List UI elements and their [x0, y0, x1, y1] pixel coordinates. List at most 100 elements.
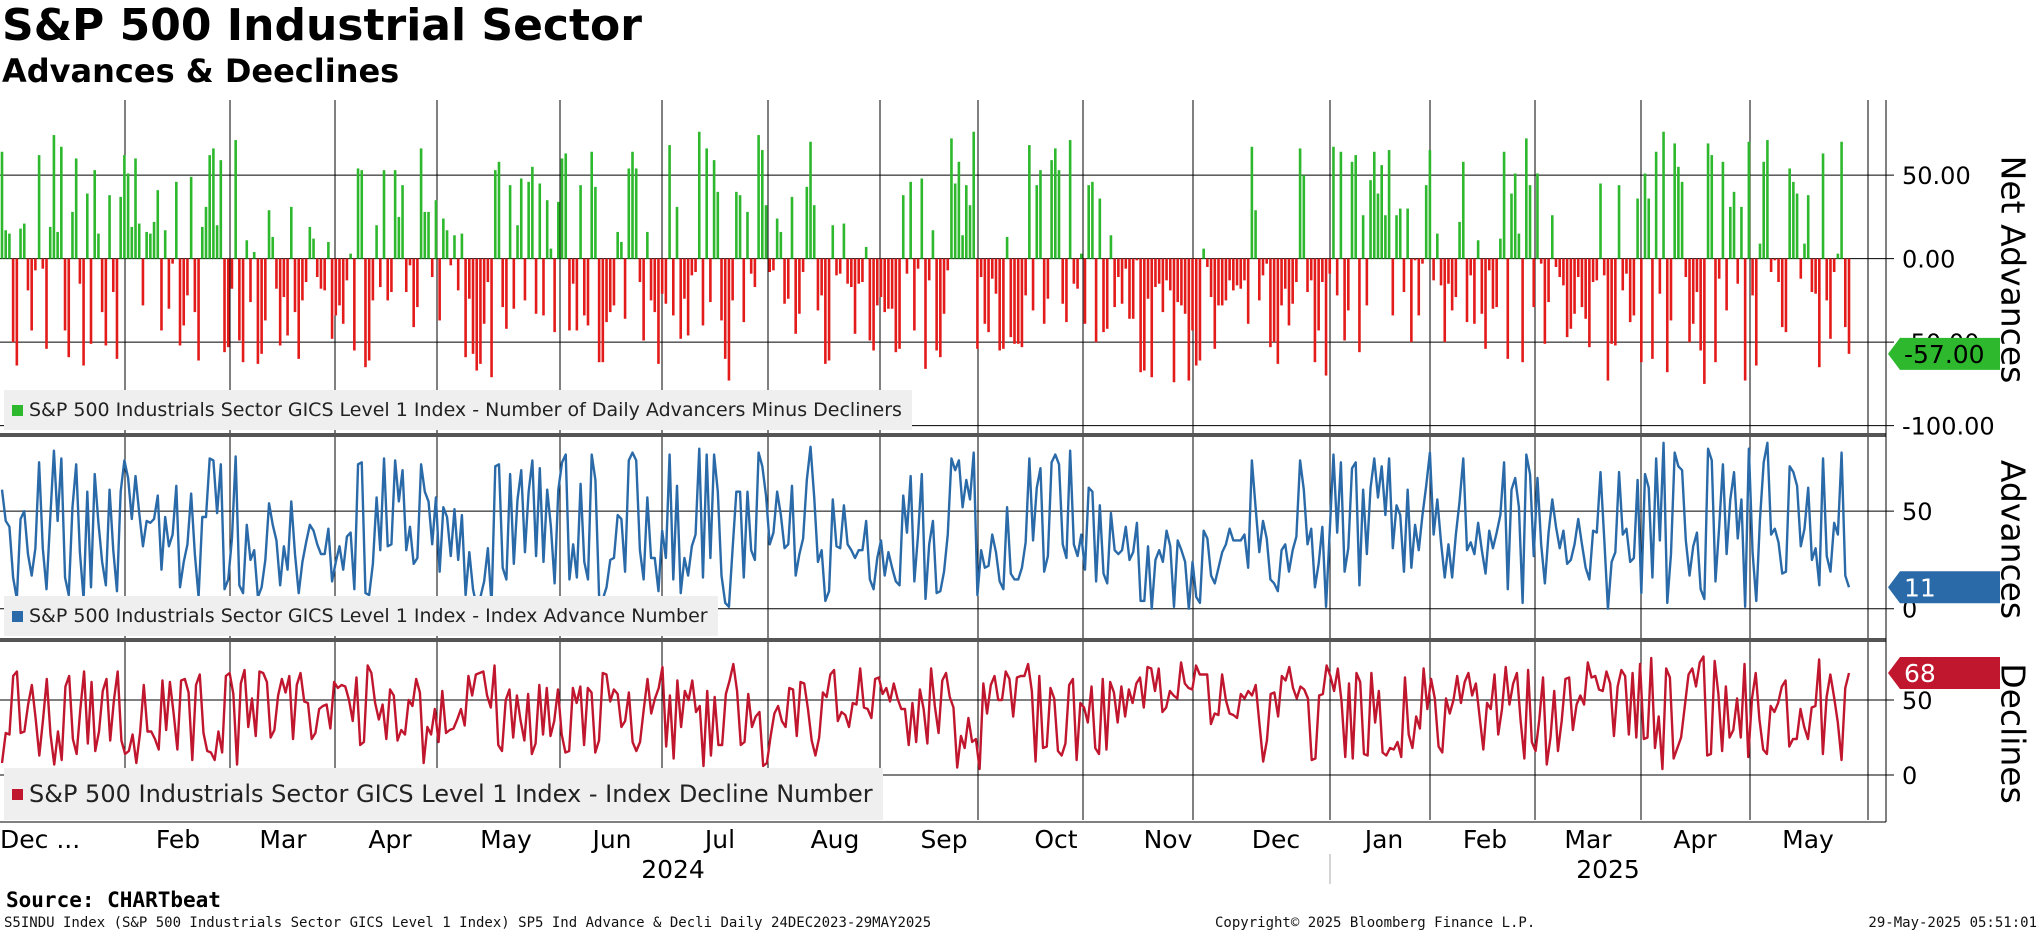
net-advance-bar: [479, 258, 482, 364]
net-advance-bar: [1436, 233, 1439, 259]
net-advance-bar: [97, 233, 100, 259]
net-advance-bar: [1747, 141, 1751, 259]
net-advance-bar: [608, 258, 612, 313]
month-tick-label: Mar: [259, 825, 307, 854]
net-advance-bar: [831, 225, 835, 259]
net-advance-bar: [1135, 258, 1139, 261]
net-advance-bar: [1098, 198, 1102, 259]
net-advance-bar: [642, 258, 645, 341]
y-tick-label: 50.00: [1902, 162, 1971, 190]
net-advance-bar: [861, 258, 864, 283]
net-advance-bar: [594, 186, 597, 259]
net-advance-bar: [260, 258, 263, 354]
net-advance-bar: [1662, 131, 1665, 259]
net-advance-bar: [1072, 258, 1076, 284]
source-note: Source: CHARTbeat: [6, 888, 221, 912]
net-advance-bar: [11, 258, 15, 343]
net-advance-bar: [223, 258, 226, 353]
net-advance-bar: [226, 258, 230, 348]
net-advance-bar: [1417, 258, 1421, 316]
net-advance-bar: [924, 258, 927, 369]
month-tick-label: Aug: [811, 825, 860, 854]
net-advance-bar: [887, 258, 890, 309]
net-advance-bar: [1313, 258, 1317, 363]
net-advance-bar: [1788, 168, 1791, 259]
net-advance-bar: [119, 196, 122, 259]
net-advance-bar: [1751, 258, 1754, 296]
net-advance-bar: [976, 258, 979, 349]
net-advance-bar: [379, 258, 382, 288]
year-tick-label: 2025: [1576, 855, 1640, 884]
net-advance-bar: [812, 205, 816, 259]
net-advance-bar: [1795, 193, 1799, 259]
net-advance-bar: [779, 231, 783, 259]
net-advance-bar: [404, 258, 408, 293]
net-advance-bar: [1276, 258, 1280, 364]
net-advance-bar: [48, 226, 52, 259]
net-advance-bar: [1065, 258, 1068, 323]
net-advance-bar: [646, 231, 649, 259]
net-advance-bar: [742, 258, 746, 323]
net-advance-bar: [1031, 258, 1035, 311]
net-advance-bar: [1706, 143, 1710, 259]
y-tick-label: -100.00: [1902, 413, 1995, 441]
net-advance-bar: [123, 155, 126, 259]
net-advance-bar: [1792, 181, 1795, 259]
net-advance-bar: [341, 258, 345, 324]
net-advance-bar: [430, 258, 434, 278]
net-advance-bar: [74, 158, 78, 259]
net-advance-bar: [1599, 183, 1602, 259]
net-advance-bar: [1198, 258, 1202, 361]
net-advance-bar: [41, 258, 45, 269]
net-advance-bar: [1543, 258, 1547, 344]
net-advance-bar: [1035, 185, 1039, 259]
net-advance-bar: [1206, 258, 1209, 267]
net-advance-bar: [1087, 185, 1090, 259]
net-advance-bar: [916, 258, 920, 269]
net-advance-bar: [1209, 258, 1213, 298]
net-advance-bar: [790, 196, 794, 259]
net-advance-bar: [1113, 258, 1116, 308]
net-advance-bar: [1632, 258, 1636, 316]
net-advance-bar: [152, 221, 156, 259]
net-advance-bar: [315, 258, 319, 278]
net-advance-bar: [1128, 258, 1131, 319]
net-advance-bar: [1714, 258, 1717, 363]
net-advance-bar: [523, 258, 527, 301]
net-advance-bar: [1814, 258, 1817, 294]
net-advance-bar: [1350, 161, 1354, 259]
net-advance-bar: [1510, 193, 1513, 259]
net-advance-bar: [786, 258, 790, 299]
net-advance-bar: [1610, 258, 1613, 344]
net-advance-bar: [1754, 258, 1758, 366]
net-advance-bar: [953, 183, 957, 259]
net-advance-bar: [545, 200, 549, 259]
net-advance-bar: [749, 258, 753, 274]
net-advance-bar: [864, 246, 868, 259]
net-advance-bar: [67, 258, 71, 358]
net-advance-bar: [1094, 258, 1098, 343]
net-advance-bar: [293, 258, 297, 313]
grid-layer: [0, 100, 1894, 823]
net-advance-bar: [1083, 258, 1087, 324]
last-value-flag: [1888, 571, 2000, 604]
net-advance-bar: [660, 258, 664, 294]
net-advance-bar: [408, 258, 412, 266]
net-advance-bar: [1443, 258, 1447, 343]
net-advance-bar: [104, 258, 108, 346]
net-advance-bar: [909, 181, 912, 259]
net-advance-bar: [712, 160, 716, 259]
net-advances-legend: S&P 500 Industrials Sector GICS Level 1 …: [4, 390, 912, 430]
month-tick-label: May: [1782, 825, 1834, 854]
net-advance-bar: [1573, 258, 1576, 314]
net-advance-bar: [1120, 258, 1124, 304]
net-advance-bar: [278, 258, 282, 346]
copyright: Copyright© 2025 Bloomberg Finance L.P.: [1215, 915, 1536, 931]
net-advance-bar: [1239, 258, 1243, 289]
net-advance-bar: [134, 158, 137, 259]
net-advance-bar: [1565, 258, 1569, 338]
net-advance-bar: [679, 258, 683, 339]
net-advance-bar: [1651, 258, 1654, 359]
month-tick-label: Feb: [1463, 825, 1507, 854]
